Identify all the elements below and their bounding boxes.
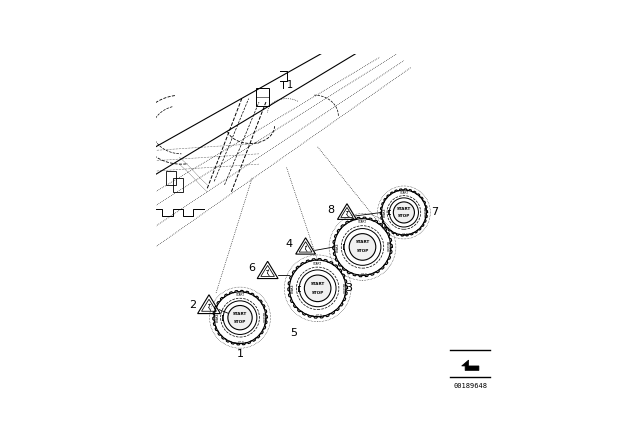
Text: 1: 1 [237, 349, 244, 359]
Bar [255, 88, 269, 106]
Circle shape [305, 275, 331, 302]
Text: BRAKE: BRAKE [382, 207, 387, 217]
Text: ENGINE: ENGINE [340, 283, 344, 294]
Text: STOP: STOP [234, 320, 246, 324]
Text: STOP: STOP [358, 270, 366, 274]
Text: START: START [313, 262, 322, 266]
Circle shape [394, 202, 415, 223]
Text: 7: 7 [431, 207, 438, 217]
Text: START: START [355, 241, 370, 245]
Text: STOP: STOP [236, 338, 244, 342]
Text: 2: 2 [189, 300, 196, 310]
Text: 5: 5 [290, 328, 297, 338]
Text: STOP: STOP [312, 291, 324, 295]
Circle shape [349, 234, 376, 260]
Text: 00189648: 00189648 [453, 383, 487, 389]
Circle shape [228, 306, 252, 330]
Text: 8: 8 [327, 205, 334, 215]
Text: STOP: STOP [356, 250, 369, 254]
Text: START: START [310, 282, 324, 286]
Text: 4: 4 [286, 239, 293, 249]
Bar [166, 171, 176, 185]
Bar [173, 178, 183, 192]
Text: START: START [397, 207, 411, 211]
Text: ENGINE: ENGINE [385, 241, 389, 253]
Text: ENGINE: ENGINE [421, 207, 426, 218]
Text: BRAKE: BRAKE [216, 313, 220, 323]
Text: STOP: STOP [314, 311, 321, 315]
Text: 1: 1 [287, 80, 293, 90]
Text: START: START [358, 220, 367, 224]
Text: BRAKE: BRAKE [291, 284, 295, 293]
Text: 3: 3 [345, 283, 352, 293]
Text: START: START [233, 311, 247, 315]
Text: ENGINE: ENGINE [260, 312, 264, 323]
Text: BRAKE: BRAKE [336, 242, 340, 252]
Text: START: START [236, 293, 244, 297]
Polygon shape [461, 360, 479, 370]
Text: STOP: STOP [400, 230, 408, 234]
Text: START: START [399, 191, 408, 195]
Text: STOP: STOP [398, 214, 410, 218]
Text: 6: 6 [248, 263, 255, 273]
